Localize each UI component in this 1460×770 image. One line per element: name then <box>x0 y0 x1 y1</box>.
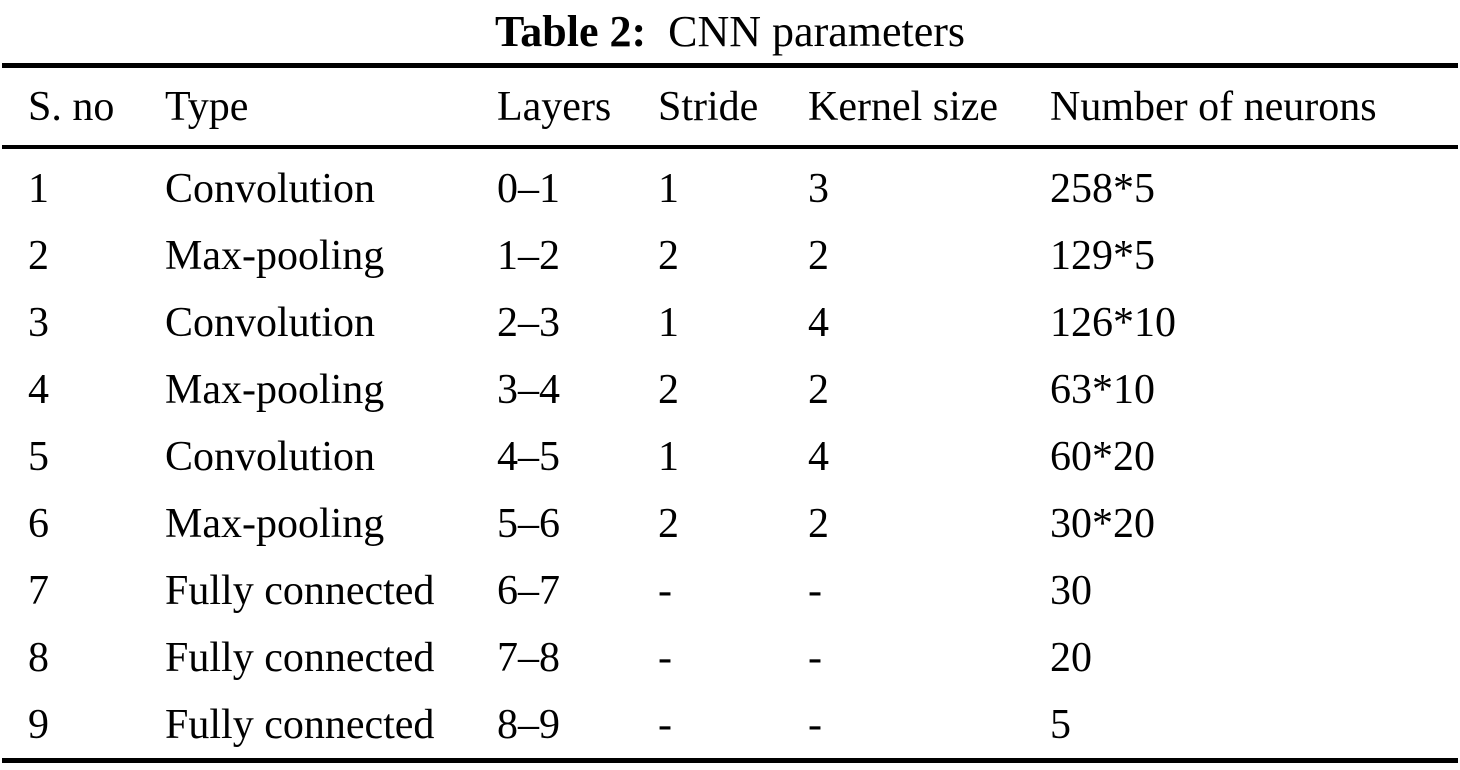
table-cell: Max-pooling <box>165 500 385 547</box>
table-cell: Max-pooling <box>165 232 385 279</box>
table-cell: 2 <box>808 366 829 413</box>
table-caption: Table 2: CNN parameters <box>0 0 1460 63</box>
table-body: 1 Convolution 0–1 1 3 258*5 2 Max-poolin… <box>0 149 1460 758</box>
table-row: 3 Convolution 2–3 1 4 126*10 <box>0 289 1460 356</box>
table-cell: 30*20 <box>1050 500 1155 547</box>
table-cell: 7 <box>28 567 49 614</box>
table-cell: Max-pooling <box>165 366 385 413</box>
table-cell: 7–8 <box>497 634 560 681</box>
table-row: 2 Max-pooling 1–2 2 2 129*5 <box>0 222 1460 289</box>
table-row: 5 Convolution 4–5 1 4 60*20 <box>0 423 1460 490</box>
table-cell: 5 <box>28 433 49 480</box>
table-top-rule <box>2 63 1458 68</box>
table-cell: 2–3 <box>497 299 560 346</box>
table-cell: 3 <box>28 299 49 346</box>
table-cell: Fully connected <box>165 567 435 614</box>
table-cell: 4–5 <box>497 433 560 480</box>
table-cell: 30 <box>1050 567 1092 614</box>
table-bottom-rule <box>2 758 1458 763</box>
column-header-layers: Layers <box>497 83 612 130</box>
table-cell: 1 <box>658 299 679 346</box>
table-caption-label: Table 2: <box>494 7 647 56</box>
table-cell: 2 <box>808 500 829 547</box>
table-cell: 63*10 <box>1050 366 1155 413</box>
table-cell: 8 <box>28 634 49 681</box>
table-cell: 0–1 <box>497 165 560 212</box>
table-cell: 2 <box>28 232 49 279</box>
table-cell: Convolution <box>165 433 376 480</box>
table-caption-text: CNN parameters <box>668 7 966 56</box>
table-row: 7 Fully connected 6–7 - - 30 <box>0 557 1460 624</box>
column-header-kernel-size: Kernel size <box>808 83 999 130</box>
table-cell: - <box>658 567 672 614</box>
table-cell: 9 <box>28 701 49 748</box>
table-cell: 1 <box>28 165 49 212</box>
table-cell: - <box>658 634 672 681</box>
table-cell: Convolution <box>165 165 376 212</box>
table-cell: 2 <box>658 500 679 547</box>
column-header-stride: Stride <box>658 83 759 130</box>
table-cell: 4 <box>28 366 49 413</box>
table-cell: Fully connected <box>165 634 435 681</box>
table-cell: 1–2 <box>497 232 560 279</box>
table-header-row: S. no Type Layers Stride Kernel size Num… <box>0 68 1460 145</box>
table-cell: 2 <box>658 232 679 279</box>
table-row: 4 Max-pooling 3–4 2 2 63*10 <box>0 356 1460 423</box>
column-header-type: Type <box>165 83 249 130</box>
table-cell: 6 <box>28 500 49 547</box>
table-cell: 2 <box>658 366 679 413</box>
table-cell: 1 <box>658 165 679 212</box>
table-cell: - <box>808 701 822 748</box>
table-row: 9 Fully connected 8–9 - - 5 <box>0 691 1460 758</box>
table-cell: 2 <box>808 232 829 279</box>
table-cell: 3 <box>808 165 829 212</box>
table-cell: Fully connected <box>165 701 435 748</box>
table-cell: 126*10 <box>1050 299 1176 346</box>
column-header-s-no: S. no <box>28 83 115 130</box>
table-cell: 4 <box>808 433 829 480</box>
table-row: 1 Convolution 0–1 1 3 258*5 <box>0 155 1460 222</box>
table-cell: 258*5 <box>1050 165 1155 212</box>
table-cell: 5 <box>1050 701 1071 748</box>
table-cell: 60*20 <box>1050 433 1155 480</box>
table-cell: 129*5 <box>1050 232 1155 279</box>
table-cell: 8–9 <box>497 701 560 748</box>
table-row: 6 Max-pooling 5–6 2 2 30*20 <box>0 490 1460 557</box>
table-cell: 5–6 <box>497 500 560 547</box>
table-cell: 4 <box>808 299 829 346</box>
table-row: 8 Fully connected 7–8 - - 20 <box>0 624 1460 691</box>
table-cell: Convolution <box>165 299 376 346</box>
table-cell: 6–7 <box>497 567 560 614</box>
column-header-number-of-neurons: Number of neurons <box>1050 83 1377 130</box>
table-header-rule <box>2 145 1458 149</box>
table-cell: 1 <box>658 433 679 480</box>
table-cell: - <box>808 567 822 614</box>
table-cell: - <box>808 634 822 681</box>
table-cell: - <box>658 701 672 748</box>
table-cell: 20 <box>1050 634 1092 681</box>
table-cell: 3–4 <box>497 366 560 413</box>
